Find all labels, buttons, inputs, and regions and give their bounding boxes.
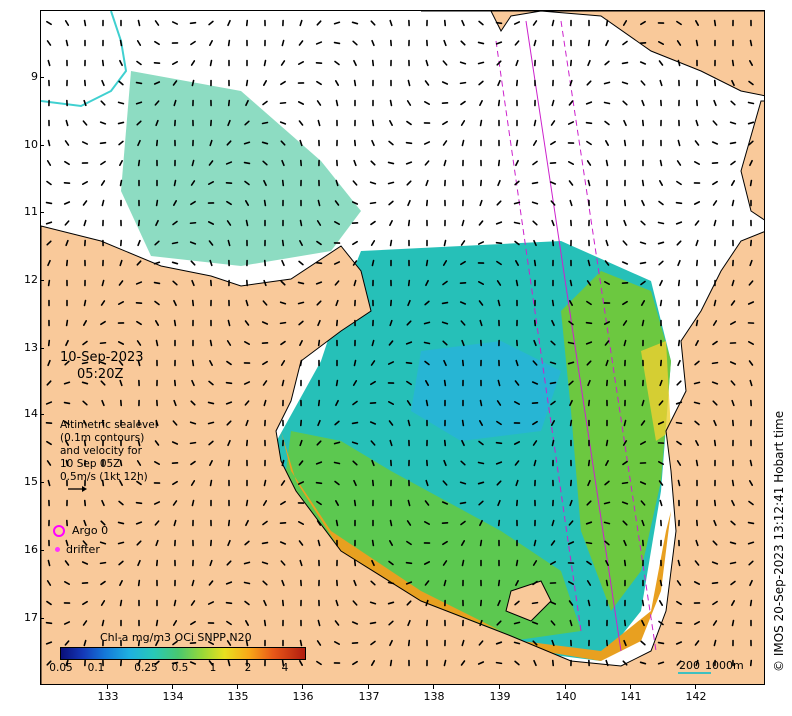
- velocity-vectors: [45, 19, 755, 667]
- drifter-icon: [55, 547, 60, 552]
- colorbar-tick-4: 4: [281, 662, 289, 674]
- legend-line-4: 10 Sep 05Z: [60, 458, 121, 470]
- x-tick-138: 138: [414, 685, 454, 703]
- scalebar-label-200: 200: [679, 659, 700, 672]
- land-layer: [41, 11, 764, 684]
- colorbar-tick-0.1: 0.1: [87, 662, 105, 674]
- y-tick-13: 13: [12, 341, 44, 354]
- colorbar-title: Chl-a mg/m3 OCi SNPP N20: [100, 631, 252, 644]
- velocity-scale-arrow-icon: [68, 486, 87, 492]
- y-tick-17: 17: [12, 611, 44, 624]
- drifter-label: drifter: [66, 543, 100, 556]
- colorbar-tick-0.5: 0.5: [171, 662, 189, 674]
- y-tick-14: 14: [12, 407, 44, 420]
- x-tick-136: 136: [283, 685, 323, 703]
- x-tick-134: 134: [153, 685, 193, 703]
- colorbar-tick-2: 2: [244, 662, 252, 674]
- x-tick-140: 140: [546, 685, 586, 703]
- timestamp-date: 10-Sep-2023: [60, 350, 144, 365]
- y-tick-11: 11: [12, 205, 44, 218]
- legend-line-2: (0.1m contours): [60, 432, 145, 444]
- x-tick-139: 139: [480, 685, 520, 703]
- colorbar-tick-0.05: 0.05: [49, 662, 73, 674]
- y-tick-12: 12: [12, 273, 44, 286]
- x-tick-137: 137: [349, 685, 389, 703]
- y-tick-10: 10: [12, 138, 44, 151]
- argo-float-icon: [53, 525, 65, 537]
- timestamp-time: 05:20Z: [77, 367, 124, 382]
- credit-text: © IMOS 20-Sep-2023 13:12:41 Hobart time: [772, 410, 786, 672]
- satellite-tracks: [495, 20, 657, 652]
- x-tick-133: 133: [88, 685, 128, 703]
- legend-line-3: and velocity for: [60, 445, 142, 457]
- y-tick-16: 16: [12, 543, 44, 556]
- x-tick-135: 135: [218, 685, 258, 703]
- y-tick-9: 9: [12, 70, 44, 83]
- colorbar-tick-1: 1: [209, 662, 217, 674]
- depth-scalebar: [678, 672, 711, 674]
- legend-line-1: Altimetric sealevel: [60, 419, 158, 431]
- scalebar-label-1000m: 1000m: [705, 659, 744, 672]
- y-tick-15: 15: [12, 475, 44, 488]
- argo-label: Argo 0: [72, 524, 109, 537]
- map-frame[interactable]: [40, 10, 765, 685]
- chlorophyll-map[interactable]: [41, 11, 765, 685]
- x-tick-141: 141: [611, 685, 651, 703]
- colorbar: [60, 647, 306, 660]
- colorbar-tick-0.25: 0.25: [134, 662, 158, 674]
- x-tick-142: 142: [676, 685, 716, 703]
- legend-line-5: 0.5m/s (1kt 12h): [60, 471, 148, 483]
